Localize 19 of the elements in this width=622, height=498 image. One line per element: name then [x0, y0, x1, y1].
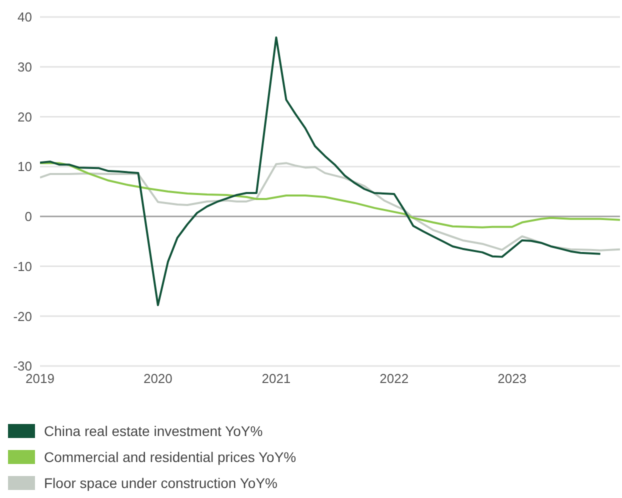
x-tick-label: 2021: [262, 371, 291, 386]
x-tick-label: 2023: [498, 371, 527, 386]
legend-label: China real estate investment YoY%: [44, 423, 263, 439]
x-tick-label: 2020: [143, 371, 172, 386]
y-tick-label: -10: [13, 258, 32, 274]
legend-label: Floor space under construction YoY%: [44, 475, 278, 491]
x-tick-label: 2022: [380, 371, 409, 386]
line-series: [40, 36, 602, 306]
y-tick-label: 0: [24, 209, 32, 224]
y-tick-label: -30: [13, 358, 32, 374]
line-series: [40, 162, 620, 252]
x-tick-label: 2019: [26, 371, 54, 386]
y-tick-label: 20: [18, 109, 32, 124]
y-tick-label: 30: [18, 59, 32, 74]
y-tick-label: -20: [13, 308, 32, 324]
line-series: [40, 162, 620, 228]
y-tick-label: 40: [18, 10, 32, 25]
y-tick-label: 10: [18, 159, 32, 174]
legend-label: Commercial and residential prices YoY%: [44, 449, 296, 465]
